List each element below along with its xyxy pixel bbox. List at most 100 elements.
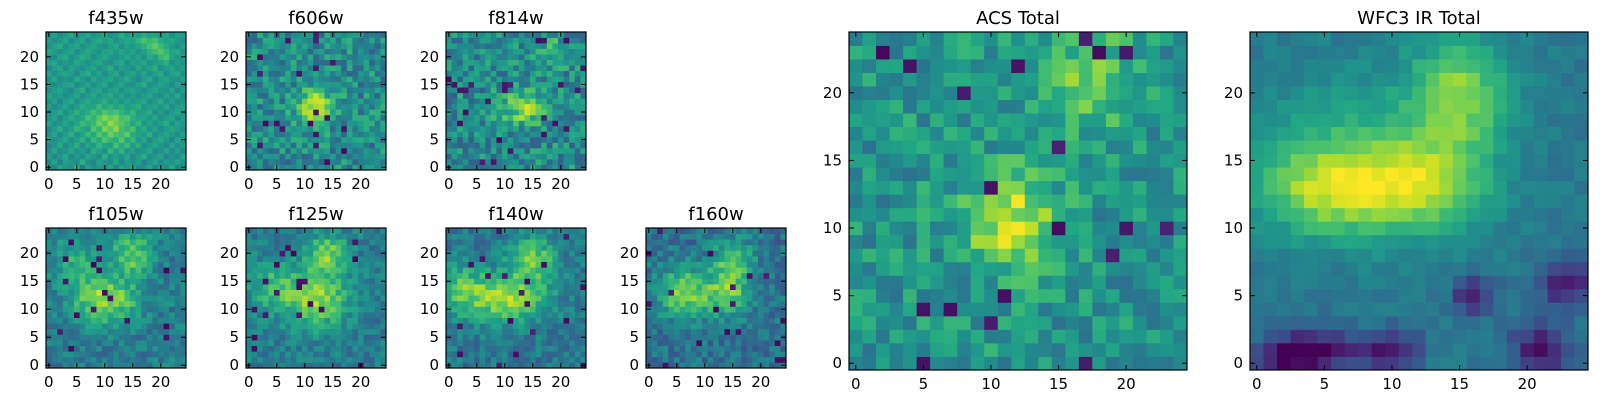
heatmap-cell <box>507 70 514 77</box>
heatmap-cell <box>496 323 503 330</box>
heatmap-cell <box>62 54 69 60</box>
heatmap-cell <box>446 120 452 127</box>
heatmap-cell <box>574 92 581 99</box>
heatmap-cell <box>180 43 187 49</box>
heatmap-cell <box>369 48 376 55</box>
heatmap-cell <box>752 356 759 363</box>
heatmap-cell <box>341 289 348 296</box>
heatmap-cell <box>513 256 520 262</box>
heatmap-cell <box>169 54 176 60</box>
heatmap-cell <box>174 334 181 341</box>
heatmap-cell <box>518 76 525 83</box>
heatmap-cell <box>268 37 275 44</box>
heatmap-cell <box>451 43 458 49</box>
heatmap-cell <box>524 125 531 132</box>
heatmap-cell <box>107 131 114 138</box>
heatmap-cell <box>662 351 669 358</box>
heatmap-cell <box>274 256 280 262</box>
heatmap-cell <box>74 233 80 240</box>
heatmap-cell <box>541 147 548 154</box>
heatmap-cell <box>113 256 120 262</box>
heatmap-cell <box>535 340 542 346</box>
heatmap-cell <box>558 244 564 251</box>
heatmap-cell <box>330 98 336 105</box>
heatmap-cell <box>169 81 176 88</box>
heatmap-cell <box>530 147 536 154</box>
heatmap-cell <box>1065 329 1080 344</box>
heatmap-cell <box>451 340 458 346</box>
heatmap-cell <box>530 233 536 240</box>
heatmap-cell <box>262 92 269 99</box>
heatmap-cell <box>657 239 664 246</box>
heatmap-cell <box>580 267 587 274</box>
heatmap-cell <box>46 98 52 105</box>
heatmap-cell <box>341 76 348 83</box>
x-tick-label: 10 <box>295 175 314 193</box>
heatmap-cell <box>446 295 452 302</box>
heatmap-cell <box>141 267 148 274</box>
heatmap-cell <box>85 351 92 358</box>
heatmap-cell <box>296 92 303 99</box>
heatmap-cell <box>702 278 708 285</box>
heatmap-cell <box>1011 329 1026 344</box>
heatmap-cell <box>113 48 120 55</box>
heatmap-cell <box>462 250 469 257</box>
heatmap-cell <box>380 87 387 94</box>
heatmap-cell <box>152 114 159 121</box>
heatmap-cell <box>485 81 492 88</box>
heatmap-cell <box>518 272 525 279</box>
heatmap-cell <box>746 233 753 240</box>
heatmap-cell <box>152 261 159 268</box>
heatmap-cell <box>657 328 664 335</box>
heatmap-cell <box>468 32 475 38</box>
heatmap-cell <box>313 81 320 88</box>
heatmap-cell <box>158 295 164 302</box>
heatmap-cell <box>468 284 475 290</box>
heatmap-cell <box>262 261 269 268</box>
heatmap-cell <box>363 153 370 160</box>
heatmap-cell <box>158 356 164 363</box>
heatmap-cell <box>152 317 159 324</box>
heatmap-cell <box>490 328 497 335</box>
heatmap-cell <box>718 295 725 302</box>
heatmap-cell <box>102 158 108 165</box>
heatmap-cell <box>763 261 770 268</box>
heatmap-cell <box>251 300 258 307</box>
heatmap-cell <box>107 351 114 358</box>
heatmap-cell <box>1119 180 1134 195</box>
heatmap-cell <box>341 233 348 240</box>
heatmap-cell <box>290 317 297 324</box>
heatmap-cell <box>758 289 764 296</box>
heatmap-cell <box>970 315 985 330</box>
heatmap-cell <box>46 120 52 127</box>
heatmap-cell <box>574 109 581 116</box>
heatmap-cell <box>563 48 570 55</box>
heatmap-cell <box>524 362 531 369</box>
heatmap-cell <box>146 261 153 268</box>
heatmap-cell <box>169 37 176 44</box>
heatmap-cell <box>318 131 325 138</box>
heatmap-cell <box>507 158 514 165</box>
heatmap-cell <box>530 109 536 116</box>
heatmap-cell <box>285 323 292 330</box>
heatmap-cell <box>558 125 564 132</box>
heatmap-cell <box>62 76 69 83</box>
heatmap-cell <box>96 306 103 313</box>
heatmap-cell <box>724 317 731 324</box>
heatmap-cell <box>57 351 64 358</box>
heatmap-cell <box>541 120 548 127</box>
heatmap-cell <box>457 136 464 143</box>
heatmap-cell <box>285 81 292 88</box>
heatmap-cell <box>502 114 508 121</box>
heatmap-cell <box>702 233 708 240</box>
heatmap-cell <box>62 32 69 38</box>
heatmap-cell <box>569 233 576 240</box>
heatmap-cell <box>79 164 86 171</box>
heatmap-cell <box>274 147 280 154</box>
heatmap-cell <box>780 272 787 279</box>
heatmap-cell <box>1159 167 1174 182</box>
heatmap-cell <box>769 284 776 290</box>
heatmap-cell <box>916 153 931 168</box>
heatmap-cell <box>51 284 58 290</box>
heatmap-cell <box>1078 356 1093 371</box>
